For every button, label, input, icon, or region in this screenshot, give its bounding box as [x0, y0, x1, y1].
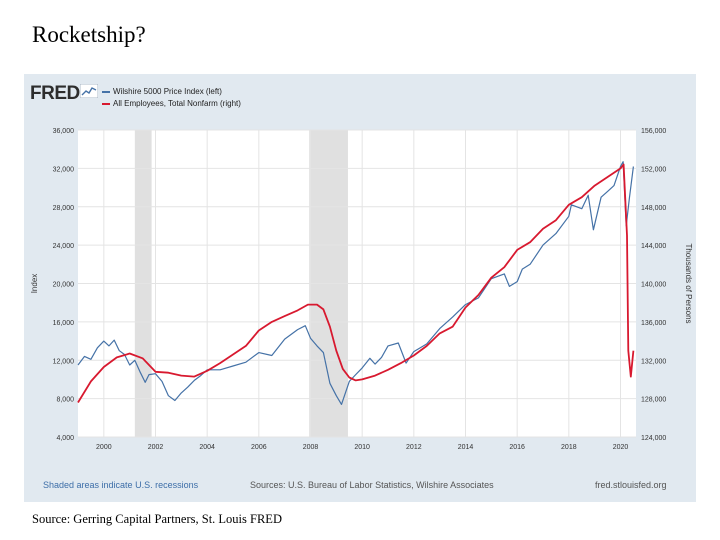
y-right-tick-label: 156,000 — [641, 128, 666, 135]
sources-note: Sources: U.S. Bureau of Labor Statistics… — [250, 480, 494, 490]
y-tick-label: 24,000 — [53, 243, 75, 250]
y-right-tick-label: 152,000 — [641, 166, 666, 173]
y-right-tick-label: 144,000 — [641, 243, 666, 250]
fred-logo: FRED — [30, 83, 80, 104]
line-chart: 4,000 124,000 8,000 128,000 12,000 132,000 16,… — [30, 128, 693, 451]
x-tick-label: 2004 — [199, 444, 215, 451]
x-tick-label: 2012 — [406, 444, 422, 451]
y-right-tick-label: 128,000 — [641, 397, 666, 404]
slide-title: Rocketship? — [32, 22, 146, 47]
fred-url: fred.stlouisfed.org — [595, 480, 667, 490]
x-tick-label: 2006 — [251, 444, 267, 451]
legend-item-wilshire: Wilshire 5000 Price Index (left) — [102, 86, 241, 98]
y-tick-label: 20,000 — [53, 282, 75, 289]
series-line-nonfarm — [77, 163, 635, 403]
legend-swatch-nonfarm — [102, 103, 110, 105]
y-right-tick-label: 148,000 — [641, 205, 666, 212]
y-axis-label: Index — [30, 274, 39, 294]
y-tick-label: 8,000 — [56, 397, 74, 404]
chart-legend: Wilshire 5000 Price Index (left) All Emp… — [102, 86, 241, 110]
y-tick-label: 36,000 — [53, 128, 75, 135]
x-tick-label: 2000 — [96, 444, 112, 451]
y-tick-label: 12,000 — [53, 358, 75, 365]
series-line-wilshire — [77, 161, 634, 405]
y-tick-label: 28,000 — [53, 205, 75, 212]
x-tick-label: 2018 — [561, 444, 577, 451]
y-tick-label: 4,000 — [56, 435, 74, 442]
fred-logo-chart-icon — [80, 84, 98, 98]
y-right-tick-label: 132,000 — [641, 358, 666, 365]
x-tick-label: 2014 — [458, 444, 474, 451]
fred-chart-panel: FRED Wilshire 5000 Price Index (left) Al… — [24, 74, 696, 502]
y-tick-label: 32,000 — [53, 166, 75, 173]
x-tick-label: 2010 — [354, 444, 370, 451]
y-tick-label: 16,000 — [53, 320, 75, 327]
x-tick-label: 2008 — [303, 444, 319, 451]
legend-swatch-wilshire — [102, 91, 110, 93]
x-tick-label: 2016 — [509, 444, 525, 451]
x-tick-label: 2002 — [148, 444, 164, 451]
legend-label-nonfarm: All Employees, Total Nonfarm (right) — [113, 99, 241, 108]
x-tick-label: 2020 — [613, 444, 629, 451]
y-right-axis-label: Thousands of Persons — [684, 243, 693, 323]
y-right-tick-label: 124,000 — [641, 435, 666, 442]
y-right-tick-label: 136,000 — [641, 320, 666, 327]
slide-source: Source: Gerring Capital Partners, St. Lo… — [32, 512, 282, 526]
legend-label-wilshire: Wilshire 5000 Price Index (left) — [113, 87, 222, 96]
legend-item-nonfarm: All Employees, Total Nonfarm (right) — [102, 98, 241, 110]
y-right-tick-label: 140,000 — [641, 282, 666, 289]
recession-note: Shaded areas indicate U.S. recessions — [43, 480, 199, 490]
